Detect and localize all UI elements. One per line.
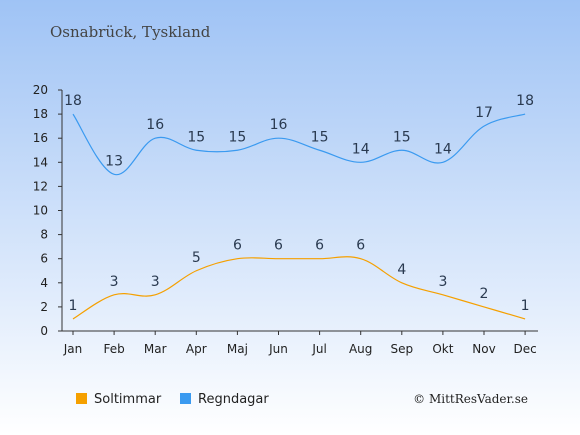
credit-text: © MittResVader.se xyxy=(413,392,528,406)
data-label-soltimmar: 3 xyxy=(151,274,160,290)
data-label-soltimmar: 1 xyxy=(69,298,78,314)
data-label-regndagar: 17 xyxy=(475,105,493,121)
data-label-regndagar: 16 xyxy=(270,117,288,133)
legend-swatch-soltimmar xyxy=(76,393,87,404)
y-tick-label: 14 xyxy=(33,155,48,169)
x-tick-label: Jun xyxy=(268,342,288,356)
y-tick-label: 2 xyxy=(40,300,48,314)
x-tick-label: Dec xyxy=(513,342,536,356)
data-label-soltimmar: 6 xyxy=(274,238,283,254)
x-tick-label: Maj xyxy=(227,342,248,356)
data-label-soltimmar: 6 xyxy=(315,238,324,254)
data-label-regndagar: 14 xyxy=(434,141,452,157)
y-tick-label: 18 xyxy=(33,107,48,121)
y-tick-label: 10 xyxy=(33,204,48,218)
x-tick-label: Apr xyxy=(186,342,207,356)
data-label-regndagar: 15 xyxy=(393,129,411,145)
x-tick-label: Feb xyxy=(103,342,124,356)
y-tick-label: 16 xyxy=(33,131,48,145)
y-tick-label: 4 xyxy=(40,276,48,290)
data-label-soltimmar: 2 xyxy=(480,286,489,302)
legend-swatch-regndagar xyxy=(180,393,191,404)
series-line-regndagar xyxy=(72,113,526,175)
x-tick-label: Jan xyxy=(63,342,83,356)
legend: Soltimmar Regndagar xyxy=(76,392,269,407)
legend-label-regndagar: Regndagar xyxy=(198,392,269,407)
y-tick-label: 6 xyxy=(40,252,48,266)
data-label-soltimmar: 4 xyxy=(397,262,406,278)
data-label-regndagar: 15 xyxy=(311,129,329,145)
x-tick-label: Aug xyxy=(349,342,372,356)
series-line-soltimmar xyxy=(72,256,526,320)
data-label-regndagar: 13 xyxy=(105,153,123,169)
y-tick-label: 20 xyxy=(33,83,48,97)
chart-title: Osnabrück, Tyskland xyxy=(50,23,211,41)
x-tick-label: Okt xyxy=(432,342,453,356)
y-tick-label: 8 xyxy=(40,228,48,242)
data-label-soltimmar: 6 xyxy=(356,238,365,254)
data-label-soltimmar: 5 xyxy=(192,250,201,266)
y-tick-label: 0 xyxy=(40,324,48,338)
data-label-regndagar: 16 xyxy=(146,117,164,133)
data-label-soltimmar: 6 xyxy=(233,238,242,254)
data-label-soltimmar: 3 xyxy=(438,274,447,290)
x-tick-label: Sep xyxy=(390,342,413,356)
x-tick-label: Jul xyxy=(311,342,326,356)
data-label-regndagar: 18 xyxy=(516,93,534,109)
series-layer xyxy=(72,113,526,320)
legend-label-soltimmar: Soltimmar xyxy=(94,392,162,407)
x-tick-label: Nov xyxy=(472,342,495,356)
data-label-regndagar: 15 xyxy=(187,129,205,145)
data-label-soltimmar: 3 xyxy=(110,274,119,290)
data-label-soltimmar: 1 xyxy=(521,298,530,314)
y-tick-label: 12 xyxy=(33,179,48,193)
data-label-regndagar: 15 xyxy=(228,129,246,145)
x-tick-label: Mar xyxy=(144,342,167,356)
data-label-regndagar: 18 xyxy=(64,93,82,109)
data-label-regndagar: 14 xyxy=(352,141,370,157)
